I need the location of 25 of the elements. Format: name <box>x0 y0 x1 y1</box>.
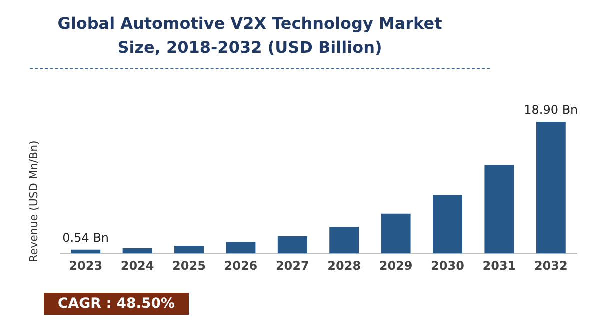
bar <box>381 214 411 254</box>
bar <box>484 165 514 254</box>
x-tick-label: 2031 <box>482 258 516 273</box>
x-tick-label: 2027 <box>276 258 310 273</box>
chart-title: Global Automotive V2X Technology Market Size, 2018-2032 (USD Billion) <box>56 13 444 59</box>
x-tick-label: 2032 <box>534 258 568 273</box>
bar <box>226 242 256 254</box>
bar <box>536 122 566 254</box>
x-tick-label: 2029 <box>379 258 413 273</box>
bar <box>71 250 101 254</box>
x-tick-label: 2028 <box>328 258 362 273</box>
x-tick-label: 2026 <box>224 258 258 273</box>
bar <box>433 195 462 254</box>
x-tick-label: 2024 <box>120 258 154 273</box>
y-axis-title: Revenue (USD Mn/Bn) <box>28 140 40 264</box>
bar <box>174 246 204 254</box>
text: CAGR : 48.50% <box>44 293 190 315</box>
bar <box>278 236 308 254</box>
x-tick-label: 2030 <box>431 258 464 273</box>
x-tick-label: 2023 <box>69 258 103 273</box>
data-label: 0.54 Bn <box>62 230 110 245</box>
data-label: 18.90 Bn <box>524 103 578 118</box>
bar <box>122 248 152 254</box>
x-tick-label: 2025 <box>172 258 206 273</box>
bar <box>330 227 360 254</box>
